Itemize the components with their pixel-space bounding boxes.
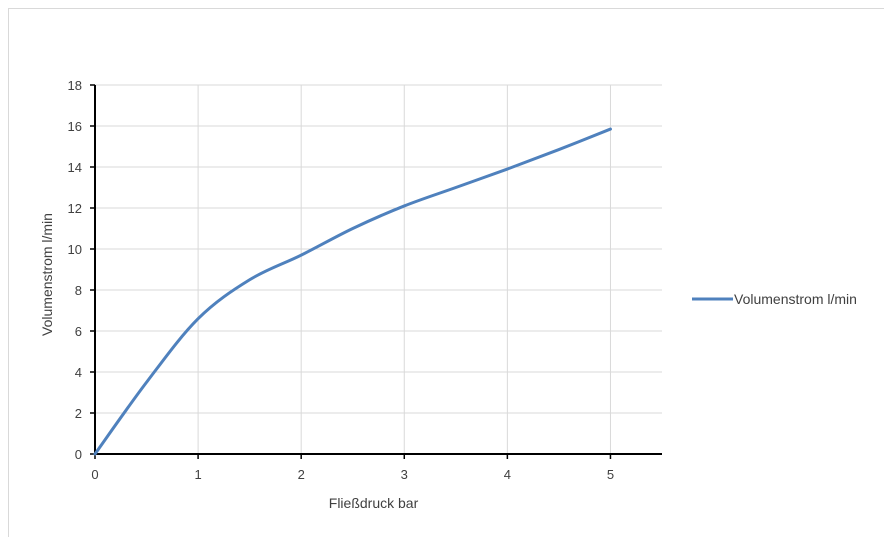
y-tick-label: 2 [75,406,82,421]
legend-label: Volumenstrom l/min [734,291,857,307]
series-line [93,127,612,456]
x-tick-label: 4 [504,467,511,482]
series-lines [93,127,612,456]
y-tick-label: 12 [68,201,82,216]
y-tick-label: 14 [68,160,82,175]
x-tick-label: 3 [401,467,408,482]
x-tick-label: 2 [298,467,305,482]
gridlines [95,84,662,454]
y-tick-label: 8 [75,283,82,298]
x-tick-label: 0 [91,467,98,482]
y-tick-label: 4 [75,365,82,380]
x-tick-label: 1 [194,467,201,482]
y-tick-label: 18 [68,78,82,93]
chart-area [8,8,884,537]
y-tick-label: 0 [75,447,82,462]
axes [94,85,662,455]
y-axis-title: Volumenstrom l/min [39,213,55,336]
x-tick-label: 5 [607,467,614,482]
y-tick-label: 10 [68,242,82,257]
x-axis-title: Fließdruck bar [329,495,419,511]
y-tick-label: 16 [68,119,82,134]
legend: Volumenstrom l/min [692,291,857,307]
y-tick-label: 6 [75,324,82,339]
